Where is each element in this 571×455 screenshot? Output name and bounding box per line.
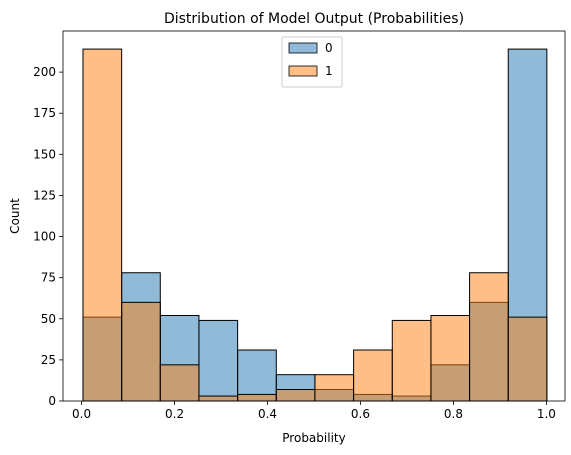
legend: 0 1 bbox=[281, 36, 343, 88]
x-axis: 0.0 0.2 0.4 0.6 0.8 1.0 bbox=[72, 401, 556, 421]
bar-series-1-bin-8 bbox=[391, 319, 432, 402]
bars-layer bbox=[82, 48, 548, 402]
bar-series-1-bin-11 bbox=[507, 316, 548, 402]
x-axis-label: Probability bbox=[282, 431, 345, 445]
x-tick-label: 0.0 bbox=[72, 407, 91, 421]
y-tick-label: 100 bbox=[33, 230, 56, 244]
legend-swatch-1 bbox=[288, 65, 318, 77]
y-axis-label: Count bbox=[8, 198, 22, 234]
legend-swatch-0 bbox=[288, 42, 318, 54]
bar-series-1-bin-7 bbox=[353, 349, 393, 402]
legend-label-0: 0 bbox=[325, 41, 333, 55]
y-tick-label: 75 bbox=[41, 271, 56, 285]
y-tick-label: 50 bbox=[41, 312, 56, 326]
bar-series-1-bin-4 bbox=[237, 393, 277, 402]
legend-label-1: 1 bbox=[325, 64, 333, 78]
y-tick-label: 200 bbox=[33, 65, 56, 79]
x-tick-label: 0.4 bbox=[258, 407, 277, 421]
bar-series-1-bin-10 bbox=[469, 272, 509, 402]
bar-series-0-bin-4 bbox=[237, 349, 277, 402]
bar-series-1-bin-1 bbox=[121, 301, 161, 402]
x-tick-label: 1.0 bbox=[537, 407, 556, 421]
plot-frame bbox=[62, 30, 566, 402]
y-axis: 0 25 50 75 100 125 150 175 200 bbox=[33, 65, 63, 408]
y-tick-label: 125 bbox=[33, 188, 56, 202]
bar-series-1-bin-9 bbox=[430, 314, 471, 402]
x-tick-label: 0.8 bbox=[444, 407, 463, 421]
x-tick-label: 0.2 bbox=[165, 407, 184, 421]
y-tick-label: 0 bbox=[48, 394, 56, 408]
bar-series-1-bin-2 bbox=[159, 364, 200, 402]
bar-series-1-bin-0 bbox=[82, 48, 123, 402]
bar-series-1-bin-3 bbox=[198, 395, 239, 402]
x-tick-label: 0.6 bbox=[351, 407, 370, 421]
chart-title: Distribution of Model Output (Probabilit… bbox=[164, 11, 464, 27]
y-tick-label: 150 bbox=[33, 147, 56, 161]
bar-series-1-bin-5 bbox=[275, 388, 316, 402]
bar-series-0-bin-3 bbox=[198, 319, 239, 402]
y-tick-label: 25 bbox=[41, 353, 56, 367]
bar-series-1-bin-6 bbox=[314, 374, 355, 402]
y-tick-label: 175 bbox=[33, 106, 56, 120]
